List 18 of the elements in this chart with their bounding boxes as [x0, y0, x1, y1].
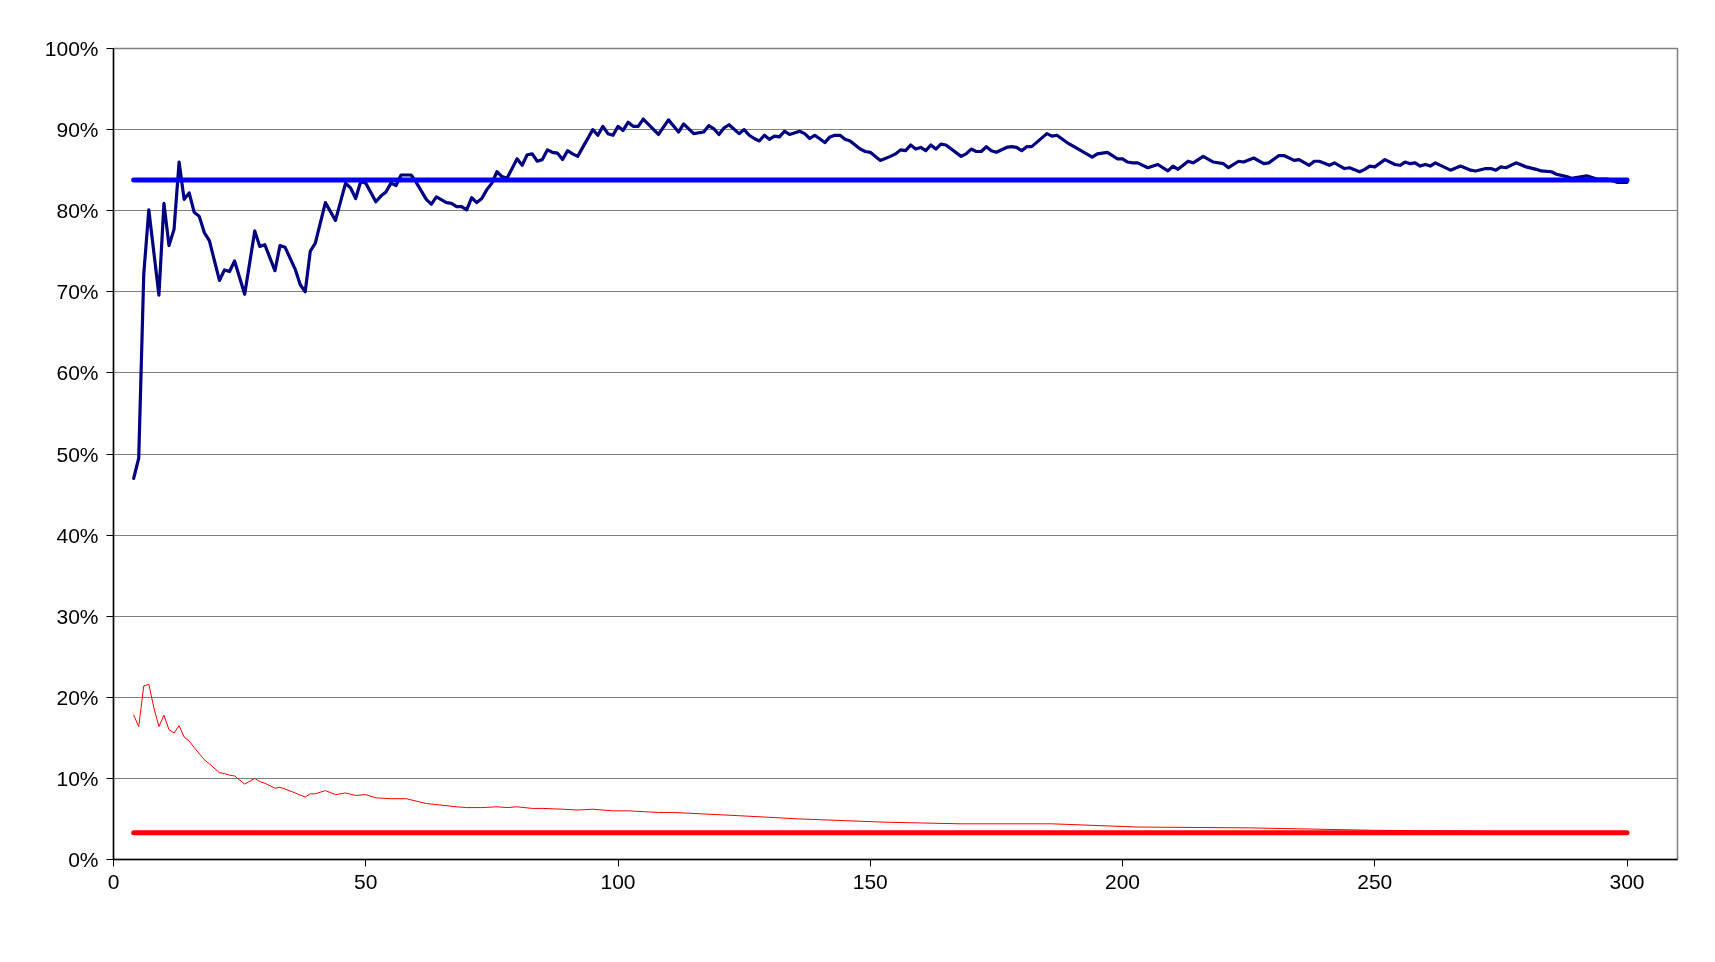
y-tick-label: 100%	[44, 37, 99, 60]
y-tick-label: 70%	[56, 280, 99, 304]
y-tick-label: 80%	[56, 199, 99, 223]
y-tick-label: 30%	[56, 604, 99, 628]
y-tick-label: 0%	[68, 848, 99, 871]
y-tick-label: 60%	[56, 361, 99, 385]
x-tick-label: 300	[1609, 869, 1645, 893]
x-tick-label: 250	[1357, 869, 1393, 893]
y-tick-label: 40%	[56, 523, 99, 547]
x-tick-label: 150	[852, 869, 888, 893]
y-tick-label: 90%	[56, 118, 99, 142]
y-tick-label: 50%	[56, 442, 99, 466]
x-tick-label: 100	[600, 869, 636, 893]
y-tick-label: 10%	[56, 766, 99, 790]
x-tick-label: 200	[1105, 869, 1141, 893]
x-tick-label: 0	[107, 869, 120, 893]
y-tick-label: 20%	[56, 685, 99, 709]
x-tick-label: 50	[354, 869, 378, 893]
